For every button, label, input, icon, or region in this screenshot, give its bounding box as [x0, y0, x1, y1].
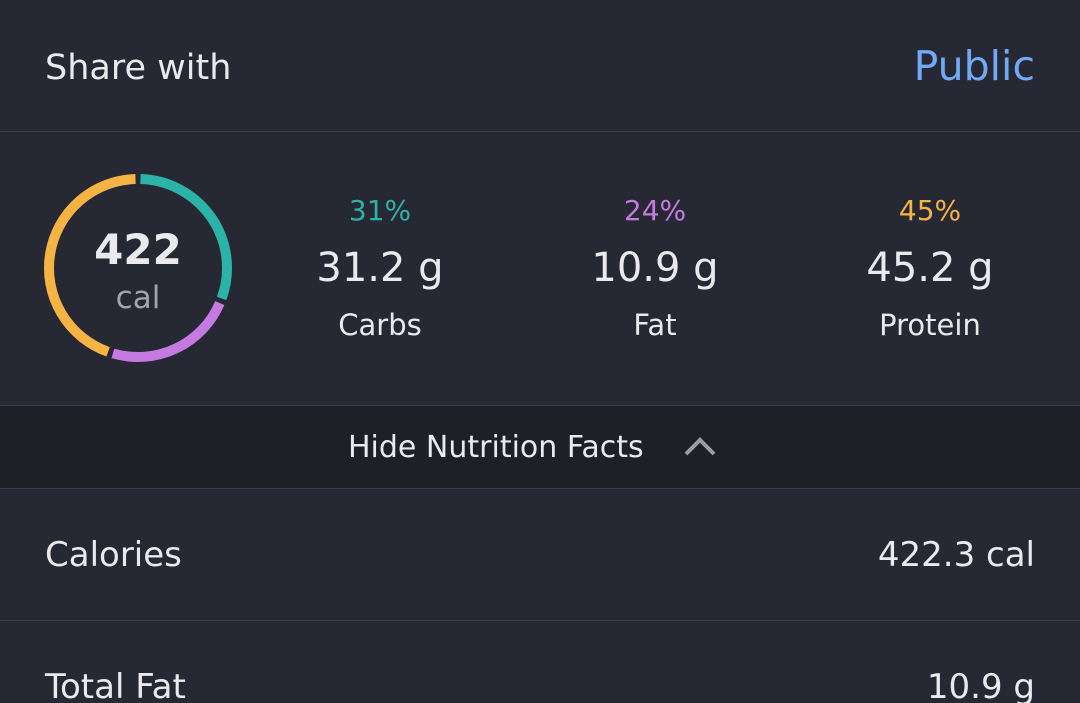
ring-segment: [111, 301, 225, 362]
toggle-bar[interactable]: Hide Nutrition Facts: [0, 406, 1080, 488]
macro-percent: 45%: [898, 194, 962, 227]
fact-value: 422.3 cal: [877, 535, 1035, 575]
divider: [0, 131, 1080, 132]
chevron-up-icon: [684, 437, 716, 456]
macro-percent: 24%: [623, 194, 687, 227]
macro-amount: 10.9 g: [591, 245, 719, 291]
macro-name: Carbs: [338, 308, 422, 342]
macro-ring: [44, 174, 232, 362]
macro-name: Fat: [633, 308, 677, 342]
fact-value: 10.9 g: [926, 667, 1035, 703]
ring-segment: [140, 174, 232, 301]
fact-label: Calories: [45, 535, 182, 575]
divider: [0, 488, 1080, 489]
ring-segment: [44, 174, 136, 357]
calorie-unit: cal: [115, 280, 161, 316]
share-label: Share with: [45, 48, 232, 88]
macro-percent: 31%: [348, 194, 412, 227]
fact-label: Total Fat: [45, 667, 186, 703]
divider: [0, 405, 1080, 406]
macro-name: Protein: [879, 308, 981, 342]
toggle-label[interactable]: Hide Nutrition Facts: [348, 430, 644, 465]
macro-amount: 31.2 g: [316, 245, 444, 291]
calorie-total: 422: [94, 225, 182, 274]
divider: [0, 620, 1080, 621]
macro-amount: 45.2 g: [866, 245, 994, 291]
share-value[interactable]: Public: [913, 42, 1035, 90]
